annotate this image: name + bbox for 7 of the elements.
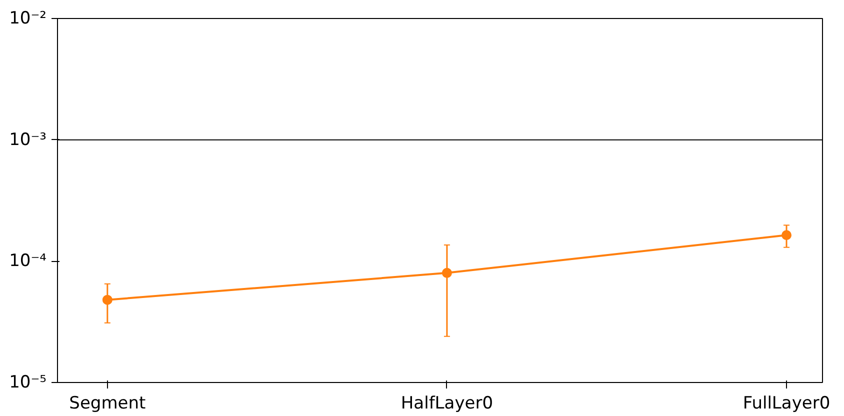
x-tick-label: HalfLayer0 <box>400 394 494 414</box>
y-tick-label: 10⁻⁵ <box>9 372 46 392</box>
x-tick-label: Segment <box>69 394 146 414</box>
y-tick-label: 10⁻³ <box>9 130 46 150</box>
y-tick-label: 10⁻⁴ <box>9 251 47 272</box>
x-tick-label: FullLayer0 <box>742 394 830 414</box>
y-tick-label: 10⁻² <box>9 8 46 28</box>
